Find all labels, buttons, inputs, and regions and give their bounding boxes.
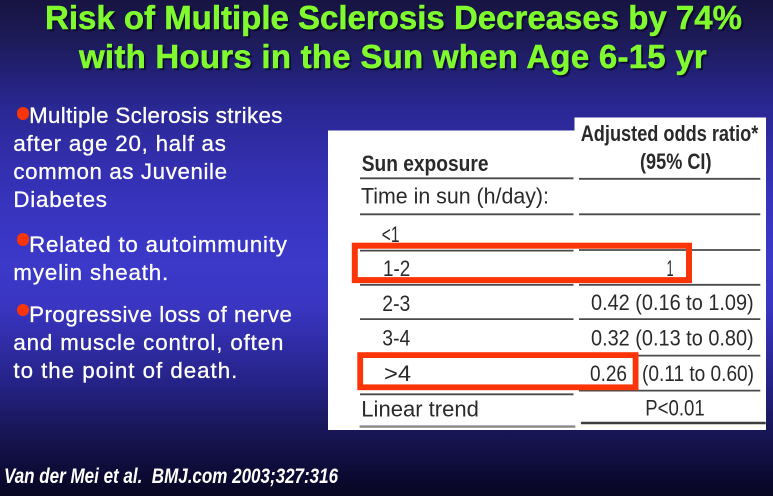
svg-text:2-3: 2-3: [382, 291, 410, 316]
svg-text:0.26: 0.26: [590, 361, 627, 386]
svg-text:<1: <1: [382, 222, 400, 247]
svg-text:0.42 (0.16 to 1.09): 0.42 (0.16 to 1.09): [591, 290, 754, 315]
svg-text:Adjusted odds ratio*: Adjusted odds ratio*: [581, 121, 759, 146]
svg-text:1: 1: [667, 256, 674, 281]
svg-text:P<0.01: P<0.01: [645, 396, 704, 421]
svg-text:(0.11 to 0.60): (0.11 to 0.60): [642, 361, 754, 386]
svg-text:0.32 (0.13 to 0.80): 0.32 (0.13 to 0.80): [591, 325, 754, 350]
svg-text:Sun exposure: Sun exposure: [362, 151, 489, 176]
svg-text:Time in sun (h/day):: Time in sun (h/day):: [361, 184, 549, 209]
svg-text:3-4: 3-4: [382, 326, 410, 351]
svg-text:Linear trend: Linear trend: [361, 397, 479, 422]
svg-text:(95% CI): (95% CI): [640, 149, 712, 174]
svg-text:>4: >4: [384, 361, 411, 386]
svg-text:1-2: 1-2: [383, 256, 410, 281]
